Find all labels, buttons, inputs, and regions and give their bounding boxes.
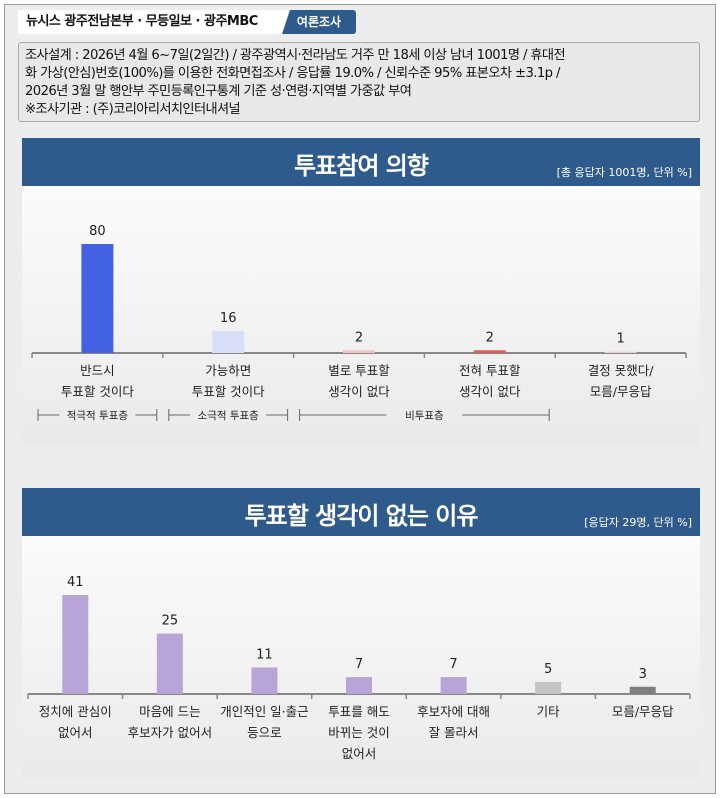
group-label: 비투표층 (405, 410, 444, 422)
tick-label: 별로 투표할 (328, 363, 390, 378)
tick-label: 투표할 것이다 (61, 384, 134, 399)
tick-label: 모름/무응답 (612, 704, 674, 719)
tick-label: 없어서 (58, 725, 93, 740)
tick-label: 반드시 (80, 363, 115, 378)
data-label: 2 (355, 330, 363, 345)
note-line: ※조사기관 : (주)코리아리서치인터내셔널 (25, 102, 241, 117)
tick-label: 후보자에 대해 (417, 704, 490, 719)
group-label: 적극적 투표층 (67, 410, 129, 422)
bar (251, 667, 278, 694)
chart-header: 투표참여 의향 [총 응답자 1001명, 단위 %] (22, 138, 700, 186)
bar (346, 677, 372, 694)
brand-bar: 뉴시스 광주전남본부 · 무등일보 · 광주MBC (18, 10, 288, 34)
group-label: 소극적 투표층 (198, 410, 260, 422)
tick-label: 생각이 없다 (328, 384, 390, 399)
tick-label: 후보자가 없어서 (128, 725, 212, 740)
note-line: 조사설계 : 2026년 4월 6~7일(2일간) / 광주광역시·전라남도 거… (25, 48, 566, 63)
bar (604, 351, 637, 353)
tick-label: 마음에 드는 (139, 704, 200, 719)
tick-label: 모름/무응답 (590, 384, 652, 399)
tick-label: 투표를 해도 (328, 704, 389, 719)
data-label: 41 (67, 575, 84, 590)
tick-label: 바뀌는 것이 (328, 725, 389, 740)
tick-label: 개인적인 일·출근 (220, 704, 308, 719)
bar (535, 681, 562, 694)
data-label: 2 (486, 330, 494, 345)
tick-label: 결정 못했다/ (588, 363, 654, 378)
bar (212, 331, 245, 353)
tick-label: 전혀 투표할 (459, 363, 521, 378)
data-label: 7 (355, 657, 363, 672)
bar (81, 244, 114, 353)
chart-header: 투표할 생각이 없는 이유 [응답자 29명, 단위 %] (22, 488, 700, 536)
bar (473, 350, 506, 353)
data-label: 1 (616, 332, 624, 347)
chart-title: 투표참여 의향 (294, 152, 429, 180)
tick-label: 기타 (537, 704, 561, 719)
tick-label: 투표할 것이다 (192, 384, 265, 399)
tick-label: 생각이 없다 (459, 384, 521, 399)
data-label: 25 (162, 614, 179, 629)
bar (629, 686, 656, 694)
chart-unit-note: [총 응답자 1001명, 단위 %] (556, 166, 692, 179)
tick-label: 등으로 (247, 725, 282, 740)
data-label: 11 (256, 647, 273, 662)
bar (62, 595, 89, 694)
data-label: 7 (449, 657, 457, 672)
tick-label: 없어서 (342, 746, 377, 761)
note-line: 화 가상(안심)번호(100%)를 이용한 전화면접조사 / 응답률 19.0%… (25, 66, 560, 81)
survey-note: 조사설계 : 2026년 4월 6~7일(2일간) / 광주광역시·전라남도 거… (18, 42, 700, 122)
tick-label: 가능하면 (205, 363, 251, 378)
poll-tag: 여론조사 (282, 10, 356, 34)
data-label: 16 (220, 311, 237, 326)
data-label: 80 (89, 224, 106, 239)
chart-unit-note: [응답자 29명, 단위 %] (584, 516, 692, 529)
note-line: 2026년 3월 말 행안부 주민등록인구통계 기준 성·연령·지역별 가중값 … (25, 84, 412, 99)
bar (156, 633, 183, 694)
tick-label: 잘 몰라서 (429, 725, 479, 740)
bar (440, 677, 467, 694)
bar (343, 350, 375, 353)
data-label: 5 (544, 662, 552, 677)
chart-title: 투표할 생각이 없는 이유 (244, 502, 479, 530)
tick-label: 정치에 관심이 (39, 704, 112, 719)
data-label: 3 (639, 667, 647, 682)
